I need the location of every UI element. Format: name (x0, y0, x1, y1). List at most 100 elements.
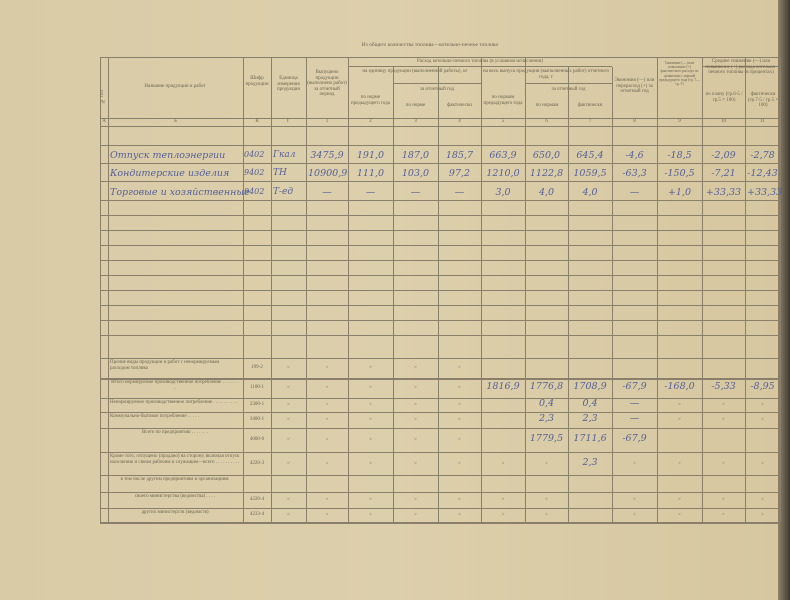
cell-value: 1776,8 (529, 381, 564, 392)
row-line (100, 320, 780, 321)
summary-row-line (100, 378, 780, 380)
cell-value: 1210,0 (486, 168, 520, 179)
binding-edge (778, 0, 790, 600)
cell-value: 663,9 (489, 150, 517, 161)
column-number: 6 (545, 119, 548, 124)
column-number: 5 (501, 119, 505, 124)
grid-line (306, 57, 307, 522)
cross-mark: × (760, 417, 765, 423)
header-by-plan: по плану (гр.6-5 / гр.5 × 100) (705, 92, 743, 103)
grid-line (100, 57, 101, 522)
cross-mark: × (501, 512, 505, 518)
cross-mark: × (457, 512, 462, 518)
cross-mark: × (286, 460, 291, 467)
cell-value: 3,0 (495, 187, 511, 198)
product-code: 9402 (244, 187, 265, 196)
cross-mark: × (760, 402, 765, 408)
cross-mark: × (286, 417, 291, 423)
cross-mark: × (544, 460, 549, 467)
cell-value: 2,3 (538, 413, 555, 424)
cross-mark: × (677, 417, 682, 423)
summary-row-line (100, 475, 780, 476)
row-line (100, 275, 780, 276)
row-code: 4220-4 (249, 497, 265, 502)
cell-value: -168,0 (664, 381, 695, 392)
header-actual: фактически (447, 103, 472, 108)
product-code: 9402 (244, 168, 265, 177)
header-consumption: Расход котельно-печного топлива (в услов… (416, 59, 544, 64)
row-code: 1100-1 (250, 385, 264, 390)
cell-value: 645,4 (576, 150, 604, 161)
cross-mark: × (286, 512, 291, 518)
cross-mark: × (368, 512, 373, 518)
cross-mark: × (501, 460, 505, 467)
cell-value: -8,95 (750, 381, 775, 392)
row-line (100, 145, 780, 146)
cross-mark: × (721, 402, 726, 408)
cross-mark: × (368, 385, 373, 391)
row-code: 4220-3 (249, 460, 265, 466)
summary-label: других министерств (ведомств) (141, 510, 209, 515)
header-economy: Экономия (—) или перерасход (+) за отчет… (614, 78, 655, 94)
grid-line (612, 67, 613, 522)
summary-row-line (100, 412, 780, 413)
header-col9: Снижение (—) или повышение (+) фактическ… (659, 61, 700, 87)
column-number: 11 (760, 119, 765, 124)
cross-mark: × (413, 402, 418, 408)
summary-row-line (100, 492, 780, 493)
cross-mark: × (632, 512, 637, 518)
cross-mark: × (457, 417, 462, 423)
cross-mark: × (286, 402, 291, 408)
header-report-year-total: за отчетный год (551, 87, 586, 92)
cell-value: 187,0 (401, 150, 430, 161)
header-total: на весь выпуск продукции (выполненных ра… (483, 69, 609, 80)
header-prev-norm: по норме предыдущего года (350, 95, 391, 106)
cross-mark: × (677, 460, 682, 467)
row-line (100, 260, 780, 261)
cross-mark: × (325, 437, 329, 443)
cross-mark: × (413, 437, 418, 443)
header-avg: Среднее снижение (—) или повышение (+) р… (705, 59, 777, 75)
cell-value: — (629, 398, 640, 409)
summary-row-line (100, 508, 780, 509)
row-line (100, 335, 780, 336)
row-code: 199-2 (251, 365, 263, 370)
cross-mark: × (544, 497, 549, 503)
cross-mark: × (368, 365, 373, 371)
cell-value: +33,33 (747, 187, 783, 198)
cell-value: 4,0 (582, 187, 598, 198)
cross-mark: × (677, 402, 682, 408)
cell-value: -67,9 (622, 381, 647, 392)
cross-mark: × (325, 417, 329, 423)
header-actual-pct: фактически (гр.7-5 / гр.5 × 100) (747, 92, 779, 108)
cell-value: -67,9 (622, 433, 647, 444)
grid-line (100, 118, 780, 119)
cross-mark: × (325, 402, 329, 408)
cell-value: 0,4 (538, 398, 555, 409)
cross-mark: × (501, 497, 505, 503)
cross-mark: × (721, 460, 726, 467)
cross-mark: × (457, 402, 462, 408)
cell-value: 4,0 (538, 187, 555, 198)
cell-value: -12,43 (747, 168, 778, 179)
cell-value: -63,3 (622, 168, 647, 179)
summary-row-line (100, 398, 780, 399)
cell-value: -5,33 (711, 381, 736, 392)
grid-line (108, 57, 109, 522)
cell-value: -150,5 (664, 168, 695, 179)
grid-line (393, 67, 394, 522)
cell-value: 185,7 (445, 150, 474, 161)
cross-mark: × (286, 437, 291, 443)
product-unit: ТН (273, 168, 287, 178)
cross-mark: × (721, 512, 726, 518)
cell-value: 650,0 (532, 150, 561, 161)
summary-label: Коммунально-бытовое потребление . . . . … (110, 414, 200, 419)
product-unit: Т-ед (273, 187, 294, 197)
grid-line (568, 67, 569, 522)
cell-value: 1059,5 (573, 168, 607, 179)
cross-mark: × (325, 460, 329, 467)
cell-value: 111,0 (356, 168, 385, 179)
cell-value: — (365, 187, 376, 198)
cross-mark: × (413, 417, 418, 423)
cell-value: — (410, 187, 421, 198)
